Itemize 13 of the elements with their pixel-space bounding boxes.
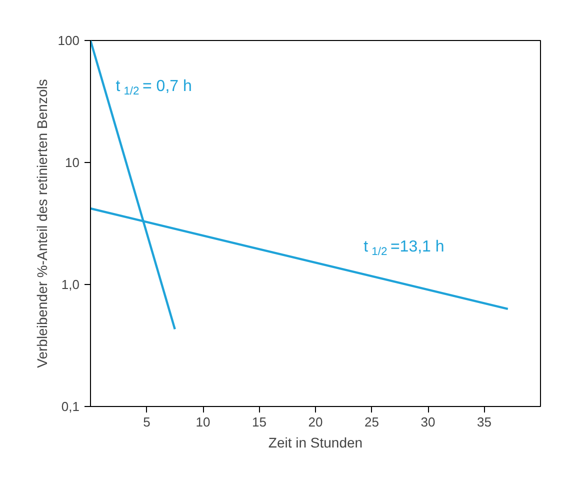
x-tick-label: 20 (308, 414, 323, 430)
x-tick-label: 15 (252, 414, 266, 430)
x-axis-title: Zeit in Stunden (268, 434, 363, 450)
y-tick-label: 100 (58, 33, 80, 48)
x-tick-label: 5 (143, 414, 150, 430)
y-tick-label: 0,1 (61, 399, 80, 414)
x-tick-label: 10 (196, 414, 210, 430)
x-tick-label: 25 (364, 414, 379, 430)
y-tick-label: 10 (65, 155, 80, 170)
y-axis-title: Verbleibender %-Anteil des retinierten Benzols (34, 79, 50, 368)
x-tick-label: 30 (420, 414, 436, 430)
x-tick-label: 35 (477, 414, 492, 430)
y-tick-label: 1,0 (61, 277, 80, 292)
